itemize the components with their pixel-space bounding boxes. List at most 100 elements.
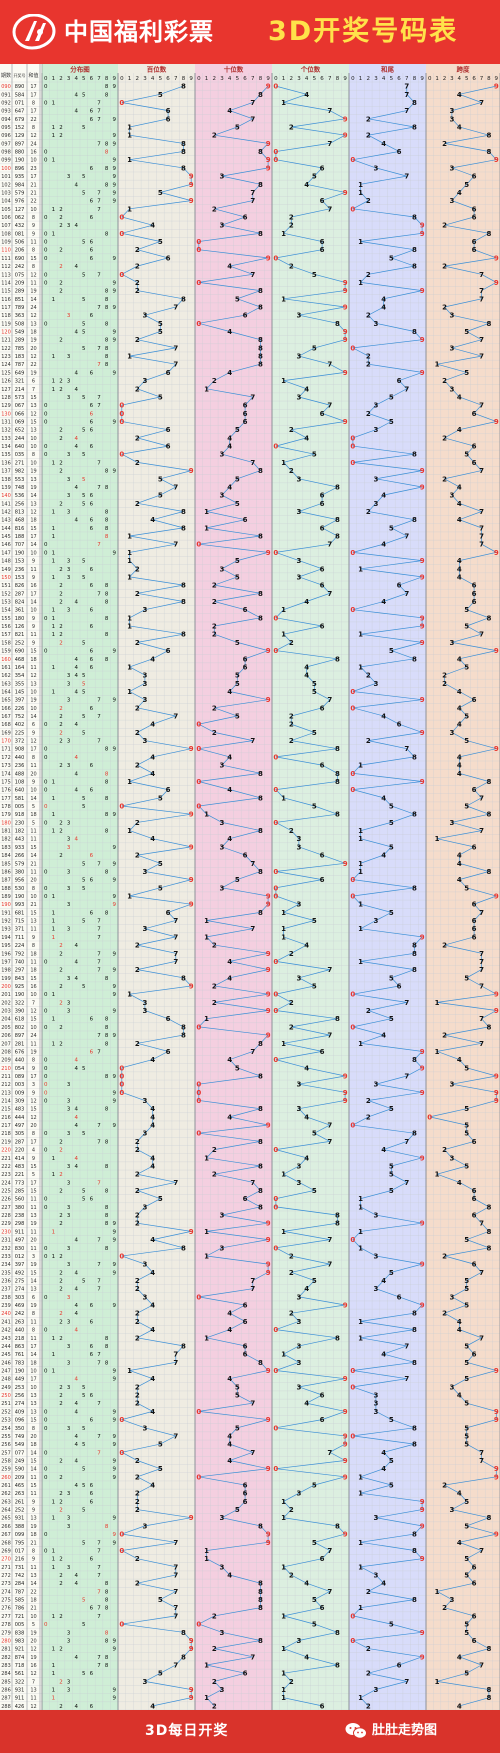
tens-mark: 8: [258, 1637, 263, 1645]
hundreds-mark: 0: [119, 410, 124, 418]
distribution-mark: 5: [82, 428, 86, 434]
draw-number: 221: [15, 1172, 25, 1178]
tens-mark: 4: [227, 1113, 232, 1121]
span-mark: 3: [449, 344, 454, 352]
tens-mark: 3: [220, 173, 225, 181]
issue-number: 151: [1, 583, 11, 589]
sum-mark: 3: [374, 475, 379, 483]
draw-number: 380: [15, 869, 25, 875]
units-mark: 3: [297, 843, 302, 851]
distribution-mark: 0: [44, 649, 48, 655]
draw-sum: 15: [30, 1418, 36, 1424]
sum-mark: 9: [420, 1629, 425, 1637]
distribution-mark: 9: [112, 174, 116, 180]
tens-mark: 0: [196, 745, 201, 753]
distribution-mark: 8: [105, 1630, 109, 1636]
distribution-mark: 3: [67, 567, 71, 573]
distribution-mark: 6: [90, 1499, 94, 1505]
issue-number: 278: [1, 1622, 11, 1628]
distribution-mark: 2: [59, 1679, 63, 1685]
span-mark: 6: [472, 582, 477, 590]
distribution-mark: 3: [67, 1385, 71, 1391]
units-mark: 7: [327, 696, 332, 704]
span-mark: 4: [457, 1318, 462, 1326]
sum-mark: 1: [358, 1563, 363, 1571]
header-bar: 中国福利彩票 3D开奖号码表: [0, 0, 500, 64]
issue-number: 220: [1, 1148, 11, 1154]
units-mark: 4: [304, 181, 309, 189]
tens-mark: 0: [196, 541, 201, 549]
sum-mark: 5: [389, 1457, 394, 1465]
issue-number: 199: [1, 976, 11, 982]
distribution-mark: 2: [59, 763, 63, 769]
draw-number: 931: [15, 1516, 25, 1522]
sum-mark: 5: [389, 1162, 394, 1170]
hundreds-mark: 5: [158, 1441, 163, 1449]
issue-number: 140: [1, 493, 11, 499]
distribution-mark: 0: [44, 1450, 48, 1456]
units-mark: 5: [312, 1187, 317, 1195]
span-mark: 4: [457, 852, 462, 860]
distribution-mark: 8: [105, 141, 109, 147]
distribution-mark: 2: [59, 215, 63, 221]
draw-number: 054: [15, 1066, 25, 1072]
tens-mark: 9: [266, 156, 271, 164]
distribution-mark: 7: [97, 714, 101, 720]
hundreds-mark: 2: [135, 590, 140, 598]
draw-number: 880: [15, 150, 25, 156]
draw-sum: 19: [30, 1262, 36, 1268]
tens-mark: 7: [250, 1400, 255, 1408]
sum-mark: 3: [374, 680, 379, 688]
draw-sum: 19: [30, 1303, 36, 1309]
sum-mark: 5: [389, 1105, 394, 1113]
draw-sum: 20: [30, 1238, 36, 1244]
tens-mark: 8: [258, 1580, 263, 1588]
distribution-mark: 0: [44, 215, 48, 221]
distribution-mark: 2: [59, 829, 63, 835]
draw-number: 707: [15, 542, 25, 548]
span-mark: 8: [486, 132, 491, 140]
sum-mark: 2: [366, 197, 371, 205]
tens-mark: 3: [220, 222, 225, 230]
header-digit: 9: [266, 76, 270, 82]
hundreds-mark: 9: [189, 876, 194, 884]
distribution-mark: 7: [97, 861, 101, 867]
distribution-mark: 9: [112, 330, 116, 336]
distribution-mark: 9: [112, 1377, 116, 1383]
sum-mark: 7: [404, 1072, 409, 1080]
distribution-mark: 6: [90, 910, 94, 916]
draw-sum: 15: [30, 910, 36, 916]
distribution-mark: 6: [90, 1606, 94, 1612]
draw-sum: 10: [30, 1385, 36, 1391]
distribution-mark: 5: [82, 1540, 86, 1546]
distribution-mark: 8: [105, 1663, 109, 1669]
span-mark: 5: [464, 884, 469, 892]
distribution-mark: 1: [52, 550, 56, 556]
distribution-mark: 5: [82, 714, 86, 720]
draw-number: 226: [15, 706, 25, 712]
draw-number: 409: [15, 1409, 25, 1415]
tens-mark: 5: [235, 426, 240, 434]
units-mark: 3: [297, 475, 302, 483]
issue-number: 275: [1, 1598, 11, 1604]
issue-number: 164: [1, 689, 11, 695]
units-mark: 7: [327, 966, 332, 974]
units-mark: 4: [304, 942, 309, 950]
span-mark: 6: [472, 459, 477, 467]
draw-sum: 20: [30, 771, 36, 777]
hundreds-mark: 4: [150, 1122, 155, 1130]
distribution-mark: 0: [44, 1066, 48, 1072]
draw-sum: 18: [30, 518, 36, 524]
span-mark: 8: [486, 778, 491, 786]
draw-sum: 11: [30, 1475, 36, 1481]
distribution-mark: 8: [105, 1033, 109, 1039]
distribution-mark: 9: [112, 1516, 116, 1522]
issue-number: 249: [1, 1385, 11, 1391]
span-mark: 8: [486, 1228, 491, 1236]
header-digit: 9: [420, 76, 424, 82]
issue-number: 204: [1, 1017, 11, 1023]
tens-mark: 8: [258, 827, 263, 835]
issue-number: 225: [1, 1189, 11, 1195]
draw-number: 813: [15, 509, 25, 515]
hundreds-mark: 3: [143, 1261, 148, 1269]
